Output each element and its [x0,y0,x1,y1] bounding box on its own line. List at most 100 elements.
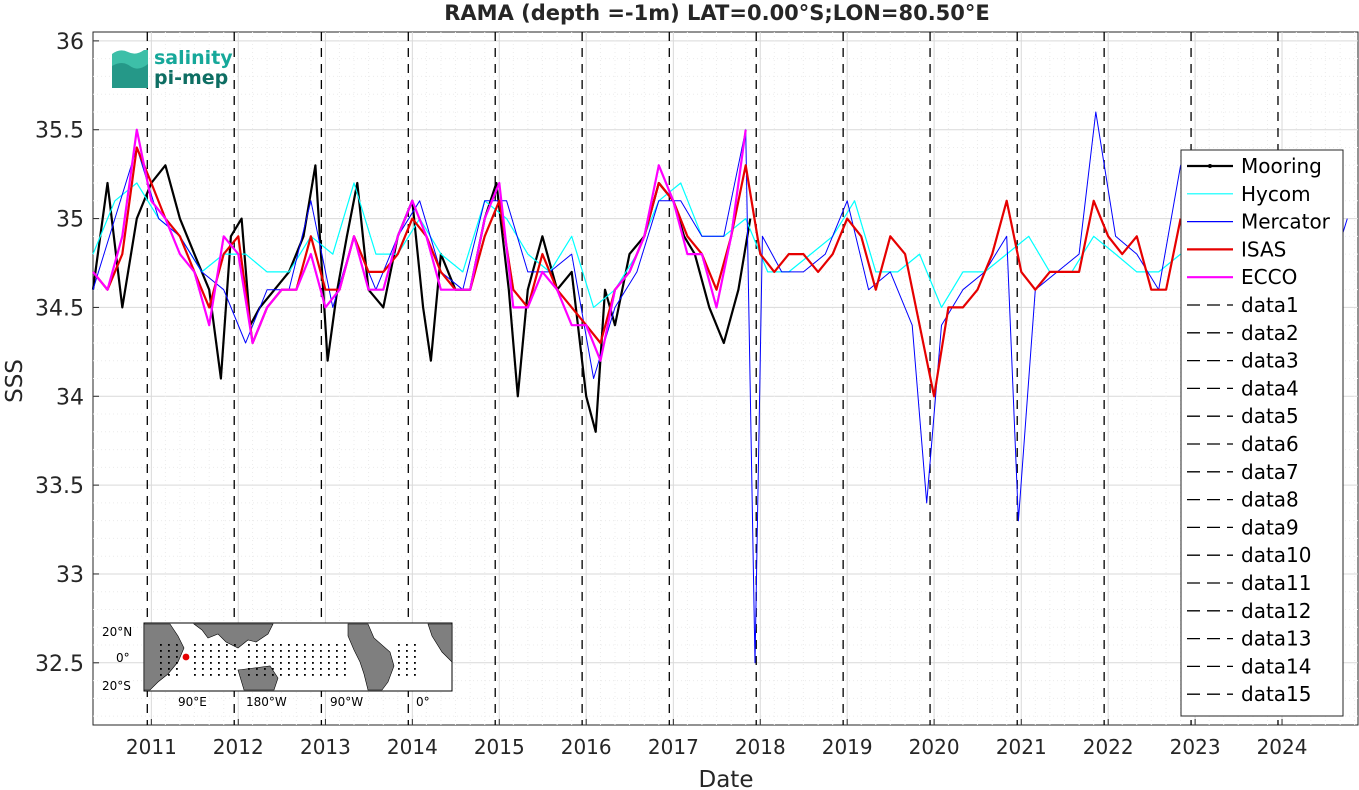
inset-station-dot [176,674,178,676]
y-axis-label: SSS [2,359,28,403]
inset-station-dot [248,668,250,670]
legend-label: data1 [1241,293,1299,317]
y-tick-label: 35.5 [35,119,84,144]
inset-station-dot [398,650,400,652]
series-ecco [92,128,747,362]
inset-station-dot [280,644,282,646]
x-tick-label: 2022 [1083,735,1134,759]
inset-station-dot [264,668,266,670]
x-tick-label: 2016 [561,735,612,759]
inset-station-dot [344,668,346,670]
inset-station-dot [248,644,250,646]
inset-station-dot [344,662,346,664]
inset-station-dot [406,674,408,676]
inset-station-dot [336,644,338,646]
y-tick-label: 33 [56,563,84,588]
inset-station-dot [320,650,322,652]
inset-station-dot [304,644,306,646]
inset-station-dot [344,656,346,658]
inset-station-dot [398,644,400,646]
inset-station-dot [328,662,330,664]
legend-marker [1208,164,1212,168]
inset-station-dot [218,644,220,646]
inset-station-dot [210,650,212,652]
inset-station-dot [414,650,416,652]
y-tick-label: 36 [56,30,84,55]
land-australia [237,665,279,691]
x-tick-label: 2017 [648,735,699,759]
inset-lat-label-1: 0° [116,651,130,665]
y-tick-label: 35 [56,208,84,233]
inset-station-dot [328,656,330,658]
x-tick-labels: 2011 2012 2013 2014 2015 2016 2017 2018 2019 2020… [126,719,1307,759]
logo-line1: salinity [154,47,233,69]
inset-station-dot [194,644,196,646]
inset-station-dot [234,656,236,658]
legend-label: Mercator [1241,210,1331,234]
inset-station-dot [304,650,306,652]
inset-station-dot [296,674,298,676]
inset-station-dot [320,668,322,670]
grid [93,32,1358,725]
inset-station-dot [160,650,162,652]
inset-station-dot [398,668,400,670]
legend-box [1180,149,1344,717]
inset-station-dot [406,650,408,652]
inset-station-dot [304,656,306,658]
inset-station-dot [296,668,298,670]
inset-station-dot [160,668,162,670]
series-mooring [91,164,752,433]
legend: Mooring Hycom Mercator ISAS ECCO data1 data2 da… [1180,149,1344,717]
legend-label: Mooring [1241,154,1322,178]
series-lines [91,111,1348,664]
legend-label: Hycom [1241,182,1311,206]
inset-station-dot [328,674,330,676]
inset-station-dot [414,644,416,646]
inset-station-dot [312,650,314,652]
inset-station-dot [256,662,258,664]
legend-label: data11 [1241,571,1312,595]
inset-station-dot [264,662,266,664]
series-mercator [92,111,1348,664]
inset-station-dot [168,650,170,652]
inset-station-dot [226,650,228,652]
inset-station-dot [218,662,220,664]
inset-station-dot [210,656,212,658]
inset-station-dot [312,662,314,664]
inset-station-dot [288,644,290,646]
inset-lon-label-2: 90°W [330,695,363,709]
y-tick-label: 33.5 [35,474,84,499]
inset-station-dot [168,668,170,670]
inset-station-dot [280,650,282,652]
inset-station-dot [210,674,212,676]
inset-station-dot [344,674,346,676]
inset-station-dot [320,662,322,664]
inset-station-dot [414,656,416,658]
inset-station-dot [344,644,346,646]
x-tick-label: 2020 [909,735,960,759]
inset-station-dot [218,668,220,670]
inset-station-dot [168,656,170,658]
inset-station-dot [256,656,258,658]
y-tick-label: 32.5 [35,652,84,677]
salinity-pimep-logo: salinity pi-mep [112,47,233,89]
y-tick-label: 34 [56,385,84,410]
inset-station-dot [210,644,212,646]
inset-station-dot [344,650,346,652]
inset-station-dot [272,644,274,646]
inset-station-dot [226,644,228,646]
inset-station-dot [218,656,220,658]
inset-station-dot [234,674,236,676]
inset-station-dot [248,656,250,658]
inset-station-dot [272,668,274,670]
inset-station-dot [160,662,162,664]
legend-label: data10 [1241,543,1312,567]
inset-station-dot [194,662,196,664]
inset-station-dot [304,662,306,664]
inset-station-dot [210,662,212,664]
inset-station-dot [288,662,290,664]
inset-station-dot [160,644,162,646]
inset-station-dot [264,650,266,652]
inset-station-dot [280,674,282,676]
inset-station-dot [288,674,290,676]
